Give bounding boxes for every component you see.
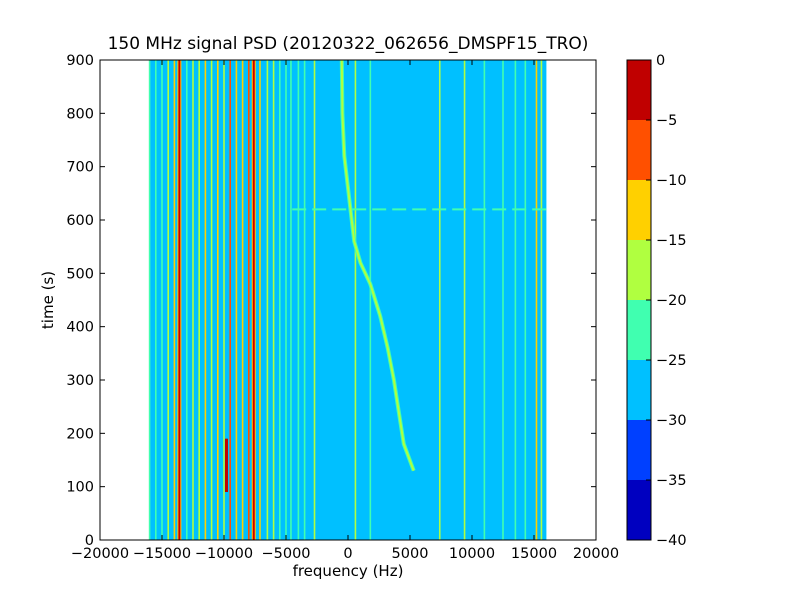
x-axis-label: frequency (Hz) bbox=[293, 562, 404, 580]
y-tick-label: 300 bbox=[66, 373, 94, 389]
colorbar-cell bbox=[627, 120, 651, 180]
y-tick-label: 600 bbox=[66, 213, 94, 229]
y-tick-label: 400 bbox=[66, 320, 94, 336]
colorbar-cell bbox=[627, 480, 651, 540]
colorbar-cell bbox=[627, 60, 651, 120]
x-tick-label: 15000 bbox=[511, 546, 557, 562]
x-tick-label: 0 bbox=[343, 546, 352, 562]
colorbar-cell bbox=[627, 360, 651, 420]
y-tick-label: 500 bbox=[66, 266, 94, 282]
colorbar-ticks: −40 −35 −30 −25 −20 −15 −10 −5 0 bbox=[646, 53, 687, 549]
colorbar-cell bbox=[627, 180, 651, 240]
colorbar-tick-label: −10 bbox=[656, 173, 687, 189]
x-tick-label: 5000 bbox=[392, 546, 429, 562]
x-axis-ticks: −20000 −15000 −10000 −5000 0 5000 10000 15000 20… bbox=[71, 60, 619, 562]
plot-area: −20000 −15000 −10000 −5000 0 5000 10000 15000 20… bbox=[66, 53, 619, 562]
y-tick-label: 700 bbox=[66, 160, 94, 176]
colorbar-tick-label: −15 bbox=[656, 233, 687, 249]
heatmap-background bbox=[149, 60, 547, 540]
colorbar-cells bbox=[627, 60, 651, 540]
x-tick-label: 20000 bbox=[573, 546, 619, 562]
colorbar-cell bbox=[627, 300, 651, 360]
y-tick-label: 0 bbox=[85, 533, 94, 549]
colorbar-tick-label: 0 bbox=[656, 53, 665, 69]
colorbar-cell bbox=[627, 420, 651, 480]
colorbar-cell bbox=[627, 240, 651, 300]
chart-title: 150 MHz signal PSD (20120322_062656_DMSP… bbox=[108, 34, 589, 54]
y-axis-label: time (s) bbox=[39, 271, 57, 329]
colorbar-tick-label: −20 bbox=[656, 293, 687, 309]
doppler-trace bbox=[340, 60, 415, 472]
x-tick-label: −5000 bbox=[261, 546, 310, 562]
colorbar: −40 −35 −30 −25 −20 −15 −10 −5 0 bbox=[626, 53, 687, 549]
y-tick-label: 100 bbox=[66, 480, 94, 496]
colorbar-tick-label: −35 bbox=[656, 473, 687, 489]
x-tick-label: −10000 bbox=[195, 546, 253, 562]
heatmap-layer bbox=[148, 60, 547, 540]
y-tick-label: 200 bbox=[66, 426, 94, 442]
x-tick-label: 10000 bbox=[449, 546, 495, 562]
y-axis-ticks: 0 100 200 300 400 500 600 700 800 900 bbox=[66, 53, 596, 549]
x-tick-label: −20000 bbox=[71, 546, 129, 562]
colorbar-tick-label: −5 bbox=[656, 113, 677, 129]
y-tick-label: 800 bbox=[66, 106, 94, 122]
x-tick-label: −15000 bbox=[133, 546, 191, 562]
colorbar-tick-label: −25 bbox=[656, 353, 687, 369]
y-tick-label: 900 bbox=[66, 53, 94, 69]
colorbar-tick-label: −30 bbox=[656, 413, 687, 429]
colorbar-tick-label: −40 bbox=[656, 533, 687, 549]
